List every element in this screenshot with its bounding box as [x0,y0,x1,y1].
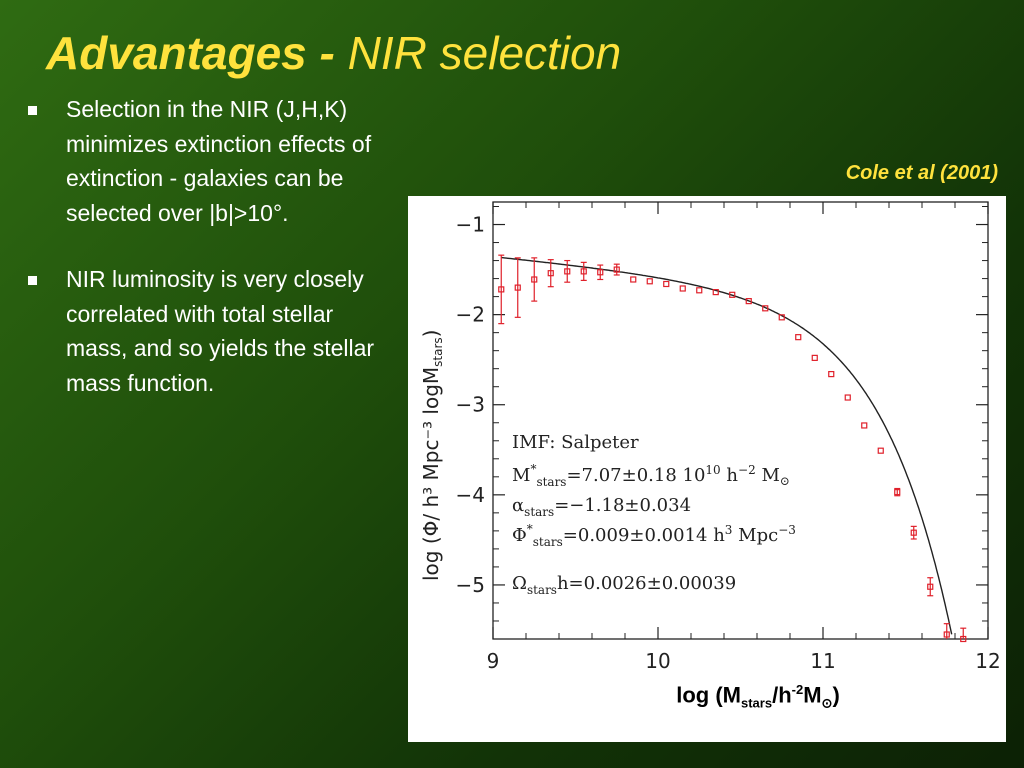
data-point [745,298,752,305]
point-marker [646,278,653,285]
point-marker [778,314,785,321]
data-point [877,447,884,454]
point-marker [745,298,752,305]
point-marker [762,305,769,312]
data-point [597,264,604,281]
x-tick-label: 11 [810,649,835,673]
data-points [498,254,967,643]
y-tick-label: −2 [456,303,485,327]
data-point [894,487,901,497]
x-tick-label: 10 [645,649,670,673]
data-point [960,627,967,643]
bullet-text: Selection in the NIR (J,H,K) minimizes e… [66,96,372,226]
point-marker [861,422,868,429]
point-marker [663,280,670,288]
point-marker [630,276,637,283]
y-axis-label: log (Φ/ h³ Mpc⁻³ logMstars) [419,330,445,581]
point-marker [613,266,620,273]
plot-frame [492,201,989,640]
bullet-item: NIR luminosity is very closely correlate… [28,262,398,400]
data-point [531,257,538,302]
data-point [861,422,868,429]
y-tick-label: −1 [456,213,485,237]
bullet-text: NIR luminosity is very closely correlate… [66,266,375,396]
point-marker [729,291,736,298]
slide-title-rest: NIR selection [347,27,622,79]
point-marker [960,635,967,643]
point-marker [811,354,818,361]
slide-title-bold: Advantages - [46,27,335,79]
annotation-line: M*stars=7.07±0.18 1010 h−2 M⊙ [512,462,790,489]
data-point [630,276,637,283]
annotation-line: IMF: Salpeter [512,432,639,453]
y-tick-label: −5 [456,573,485,597]
point-marker [547,270,554,277]
point-marker [498,286,505,293]
point-marker [696,287,703,294]
data-point [646,278,653,285]
data-point [828,370,835,378]
bullet-item: Selection in the NIR (J,H,K) minimizes e… [28,92,398,230]
x-tick-label: 9 [487,649,500,673]
data-point [663,280,670,288]
bullet-square-icon [28,106,37,115]
point-marker [894,489,901,496]
x-axis-label: log (Mstars/h-2M⊙) [676,682,840,711]
y-tick-label: −3 [456,393,485,417]
point-marker [927,583,934,590]
data-point [498,254,505,325]
annotation-line: Φ*stars=0.009±0.0014 h3 Mpc−3 [512,522,796,549]
annotation-line: αstars=−1.18±0.034 [512,495,691,519]
data-point [696,287,703,294]
point-marker [828,370,835,378]
mass-function-chart: 9 10 11 12 −1 −2 −3 −4 −5 IMF: Salpeter M*stars=7… [419,201,1001,673]
annotation-line: Ωstarsh=0.0026±0.00039 [512,573,736,597]
data-point [514,257,521,318]
data-point [729,291,736,298]
point-marker [531,276,538,283]
data-point [795,334,802,341]
data-point [943,623,950,639]
y-tick-label: −4 [456,483,485,507]
point-marker [943,631,950,638]
data-point [547,259,554,288]
bullet-list: Selection in the NIR (J,H,K) minimizes e… [28,92,398,432]
citation: Cole et al (2001) [845,162,998,184]
data-point [564,259,571,283]
point-marker [844,394,851,401]
data-point [613,263,620,276]
data-point [762,305,769,312]
data-point [927,577,934,597]
point-marker [679,285,686,292]
data-point [580,261,587,281]
x-tick-label: 12 [975,649,1000,673]
data-point [778,314,785,321]
data-point [844,394,851,401]
mass-function-figure: 9 10 11 12 −1 −2 −3 −4 −5 IMF: Salpeter M*stars=7… [408,196,1006,742]
point-marker [580,268,587,275]
data-point [679,285,686,292]
fit-parameters-annotation: IMF: Salpeter M*stars=7.07±0.18 1010 h−2 … [512,432,796,597]
point-marker [795,334,802,341]
fit-line [501,256,953,635]
axes: 9 10 11 12 −1 −2 −3 −4 −5 [456,201,1001,673]
slide-title: Advantages - NIR selection [46,26,621,80]
schechter-fit-curve [501,256,953,635]
point-marker [564,268,571,275]
point-marker [712,289,719,296]
point-marker [514,284,521,291]
data-point [811,354,818,361]
point-marker [910,529,917,536]
point-marker [877,447,884,454]
bullet-square-icon [28,276,37,285]
point-marker [597,269,604,276]
data-point [712,289,719,296]
data-point [910,525,917,540]
